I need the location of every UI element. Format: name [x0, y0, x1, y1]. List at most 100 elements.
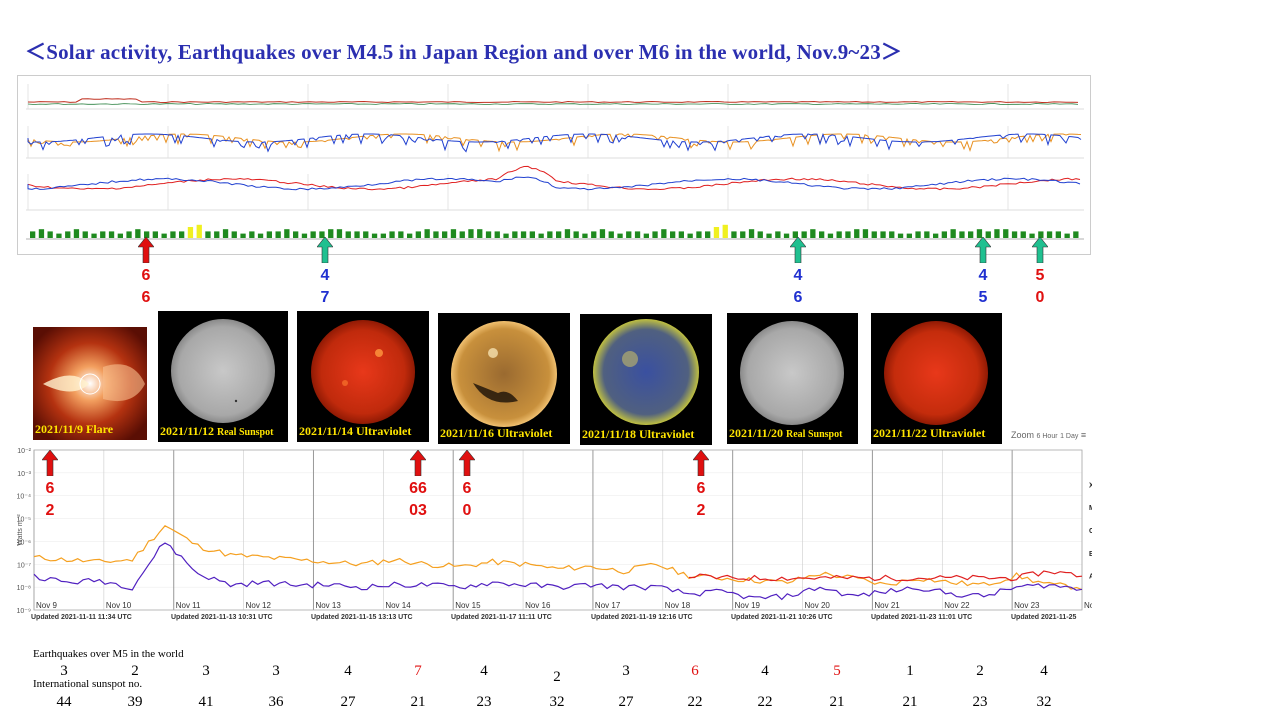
updated-label: Updated 2021-11-25 [1011, 614, 1077, 621]
kp-bar [257, 233, 264, 238]
kp-bar [670, 231, 676, 238]
kp-bar [976, 229, 983, 238]
up-arrow-icon [1032, 237, 1048, 263]
kp-bar [284, 229, 290, 238]
kp-bar [792, 231, 798, 238]
kp-bar [854, 229, 860, 238]
kp-bar [161, 233, 167, 238]
sunspot-count: 22 [687, 694, 703, 710]
earthquake-row-label: Earthquakes over M5 in the world [33, 648, 184, 660]
kp-bar [547, 231, 553, 238]
tile-caption: 2021/11/16 Ultraviolet [440, 426, 553, 440]
y-tick-label: 10⁻⁶ [17, 539, 31, 546]
magnetometer-line [27, 176, 1081, 191]
electron-flux-line [27, 133, 1082, 153]
x-tick-label: Nov 14 [385, 601, 411, 610]
sunspot-count: 22 [757, 694, 773, 710]
kp-bar [617, 233, 623, 238]
kp-bar [897, 233, 904, 238]
updated-label: Updated 2021-11-15 13:13 UTC [311, 614, 413, 621]
kp-bar [1073, 231, 1079, 238]
kp-bar [1020, 231, 1026, 238]
zoom-1day[interactable]: 1 Day [1060, 433, 1079, 440]
zoom-6hour[interactable]: 6 Hour [1036, 433, 1058, 440]
tile-uv-1118: 2021/11/18 Ultraviolet [580, 314, 712, 445]
kp-bar [47, 231, 53, 238]
kp-bar [801, 231, 807, 238]
kp-bar [564, 229, 571, 238]
sunspot-count: 39 [127, 694, 143, 710]
kp-bar [520, 231, 527, 238]
up-arrow-icon [138, 237, 154, 263]
kp-bar [766, 233, 772, 238]
menu-icon[interactable]: ≡ [1080, 430, 1087, 440]
kp-bar [538, 233, 544, 238]
x-tick-label: Nov 13 [315, 601, 341, 610]
sunspot-count: 27 [618, 694, 634, 710]
kp-bar [1038, 231, 1044, 238]
kp-bar [906, 233, 912, 238]
kp-bar [731, 231, 737, 238]
kp-bar [810, 229, 816, 238]
kp-bar [722, 224, 728, 238]
kp-bar [748, 229, 755, 238]
earthquake-count: 3 [202, 663, 210, 679]
kp-bar [933, 233, 939, 238]
tile-caption: 2021/11/18 Ultraviolet [582, 427, 695, 441]
kp-bar [889, 231, 895, 238]
updated-label: Updated 2021-11-19 12:16 UTC [591, 614, 693, 621]
kp-bar [626, 231, 632, 238]
tile-uv-1114: 2021/11/14 Ultraviolet [297, 311, 429, 442]
earthquake-count: 4 [480, 663, 488, 679]
kp-bar [985, 231, 991, 238]
kp-bar [705, 231, 711, 238]
tile-caption: 2021/11/20 [729, 426, 787, 440]
kp-bar [108, 231, 115, 238]
kp-bar [687, 233, 693, 238]
kp-bar [494, 231, 500, 238]
kp-bar [959, 231, 965, 238]
sunspot-count: 21 [829, 694, 845, 710]
sunspot-count: 36 [268, 694, 284, 710]
xray-series-line [33, 542, 1083, 601]
kp-bar [266, 231, 272, 238]
kp-bar [661, 229, 667, 238]
tile-uv-1122: 2021/11/22 Ultraviolet [871, 313, 1002, 444]
kp-bar [231, 231, 237, 238]
kp-bar [205, 231, 211, 238]
kp-bar [915, 231, 921, 238]
plot-frame [33, 449, 1083, 611]
kp-bar [757, 231, 763, 238]
proton-flux-line [27, 98, 1079, 104]
kp-bar [415, 231, 421, 238]
updated-label: Updated 2021-11-11 11:34 UTC [31, 614, 132, 621]
kp-bar [433, 231, 439, 238]
sunspot-count: 32 [549, 694, 565, 710]
xray-flux-svg: 10⁻² 10⁻³ 10⁻⁴ 10⁻⁵ 10⁻⁶ 10⁻⁷ 10⁻⁸ 10⁻⁹ Watts m⁻… [17, 448, 1093, 615]
proton-flux-line-2 [27, 103, 1079, 105]
up-arrow-icon [975, 237, 991, 263]
x-tick-label: Nov 19 [735, 601, 761, 610]
y-axis-label: Watts m⁻² [17, 514, 24, 546]
up-arrow-icon [790, 237, 806, 263]
earthquake-count: 3 [272, 663, 280, 679]
flare-class-label: X [1089, 482, 1092, 489]
earthquake-count: 3 [60, 663, 68, 679]
kp-bar [468, 229, 474, 238]
kp-bar [249, 231, 255, 238]
kp-bar [450, 229, 457, 238]
kp-bar [713, 227, 720, 238]
kp-bar [407, 233, 413, 238]
kp-bar [135, 229, 141, 238]
up-arrow-icon [42, 450, 58, 476]
earthquake-count: 2 [553, 669, 561, 685]
tile-caption: 2021/11/14 Ultraviolet [299, 424, 412, 438]
page-title: ＜Solar activity, Earthquakes over M4.5 i… [25, 40, 903, 64]
kp-bar [214, 231, 220, 238]
zoom-control[interactable]: Zoom 6 Hour 1 Day ≡ [1011, 430, 1086, 440]
